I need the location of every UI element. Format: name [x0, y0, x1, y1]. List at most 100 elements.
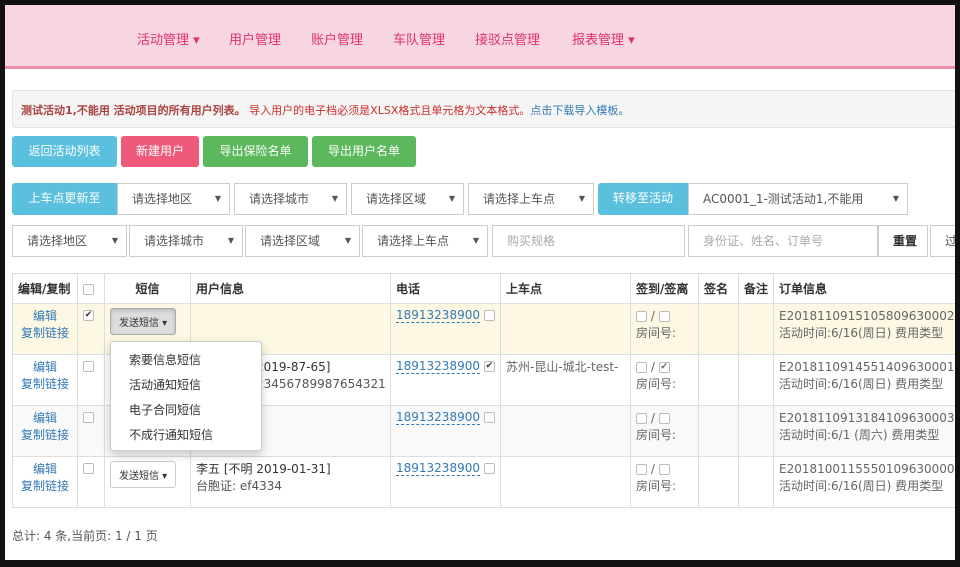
checkbox[interactable]: ✔: [658, 362, 670, 373]
phone-link[interactable]: 18913238900: [396, 359, 480, 374]
activity-value: AC0001_1-测试活动1,不能用: [703, 192, 864, 206]
table-row: 编辑 复制链接 发送短信 ▾ 李五 [不明 2019-01-31] 台胞证: ef4…: [12, 456, 955, 508]
caret-icon: ▼: [892, 194, 899, 203]
caret-icon: ▼: [227, 236, 234, 245]
back-button[interactable]: 返回活动列表: [12, 136, 117, 167]
signature-cell: [698, 354, 739, 406]
filter-stop-select[interactable]: 请选择上车点 ▼: [362, 225, 488, 257]
checkbox[interactable]: [636, 311, 647, 322]
checkbox[interactable]: [483, 463, 495, 474]
table-header: 编辑/复制 短信 用户信息 电话 上车点 签到/签离 签名 备注 订单信息: [12, 273, 955, 304]
menu-item-info-request[interactable]: 索要信息短信: [129, 353, 202, 367]
top-nav: 活动管理 ▾ 用户管理 账户管理 车队管理 接驳点管理 报表管理 ▾: [5, 5, 955, 69]
nav-fleet[interactable]: 车队管理: [393, 33, 446, 48]
menu-item-activity-notice[interactable]: 活动通知短信: [129, 378, 202, 392]
nav-accounts[interactable]: 账户管理: [311, 33, 364, 48]
edit-link[interactable]: 编辑: [32, 411, 57, 425]
header-phone: 电话: [390, 273, 501, 304]
checkbox[interactable]: [636, 413, 647, 424]
user-id: 23456789987654321: [256, 377, 386, 391]
region-select[interactable]: 请选择地区 ▼: [117, 183, 230, 215]
reset-button[interactable]: 重置: [878, 225, 928, 257]
sms-cell: 发送短信 ▾: [104, 456, 191, 508]
checkbox[interactable]: [658, 311, 670, 322]
send-sms-label: 发送短信: [119, 471, 159, 482]
signature-cell: [698, 405, 739, 457]
filter-city-select[interactable]: 请选择城市 ▼: [129, 225, 243, 257]
filter-button[interactable]: 过: [930, 225, 955, 257]
send-sms-label: 发送短信: [119, 318, 159, 329]
send-sms-button[interactable]: 发送短信 ▾: [110, 461, 177, 488]
table-row: 编辑 复制链接 ✔ 发送短信 ▾ 18913238900 / 房间号: E2018…: [12, 303, 955, 355]
menu-item-cancel-notice[interactable]: 不成行通知短信: [129, 428, 214, 442]
edit-link[interactable]: 编辑: [32, 309, 57, 323]
order-number: E20181109131841096300031: [779, 411, 955, 425]
area-select[interactable]: 请选择区域 ▼: [351, 183, 464, 215]
room-label: 房间号:: [636, 326, 677, 340]
header-checkin: 签到/签离: [630, 273, 699, 304]
checkbox[interactable]: [83, 361, 94, 372]
nav-users[interactable]: 用户管理: [229, 33, 282, 48]
checkbox[interactable]: [83, 463, 94, 474]
spec-input[interactable]: 购买规格: [492, 225, 685, 257]
stop-cell: [500, 405, 631, 457]
phone-link[interactable]: 18913238900: [396, 461, 480, 476]
checkbox[interactable]: [483, 310, 495, 321]
region-value: 请选择地区: [132, 192, 193, 206]
filter-stop-value: 请选择上车点: [377, 234, 450, 248]
phone-link[interactable]: 18913238900: [396, 410, 480, 425]
checkbox[interactable]: [658, 464, 670, 475]
city-select[interactable]: 请选择城市 ▼: [234, 183, 347, 215]
menu-item-contract[interactable]: 电子合同短信: [129, 403, 202, 417]
header-user-info: 用户信息: [190, 273, 391, 304]
search-input[interactable]: 身份证、姓名、订单号: [688, 225, 878, 257]
order-number: E20181109151058096300025: [779, 309, 955, 323]
checkbox[interactable]: [636, 362, 647, 373]
send-sms-button[interactable]: 发送短信 ▾: [110, 308, 177, 335]
order-time: 活动时间:6/16(周日) 费用类型: [779, 479, 944, 493]
export-insurance-button[interactable]: 导出保险名单: [203, 136, 308, 167]
select-all-checkbox[interactable]: [83, 283, 94, 295]
edit-link[interactable]: 编辑: [32, 462, 57, 476]
checkbox[interactable]: ✔: [483, 361, 495, 372]
export-users-button[interactable]: 导出用户名单: [312, 136, 416, 167]
checkbox[interactable]: [483, 412, 495, 423]
checkbox[interactable]: [636, 464, 647, 475]
order-time: 活动时间:6/1 (周六) 费用类型: [779, 428, 940, 442]
nav-reports[interactable]: 报表管理 ▾: [572, 33, 635, 48]
download-template-link[interactable]: 点击下载导入模板。: [530, 104, 630, 117]
header-order: 订单信息: [773, 273, 955, 304]
header-select-all[interactable]: [77, 273, 105, 304]
copy-link[interactable]: 复制链接: [20, 377, 69, 391]
caret-icon: ▼: [578, 194, 585, 203]
remark-cell: [738, 456, 774, 508]
copy-link[interactable]: 复制链接: [20, 326, 69, 340]
nav-stops[interactable]: 接驳点管理: [475, 33, 541, 48]
stop-select[interactable]: 请选择上车点 ▼: [468, 183, 594, 215]
caret-icon: ▼: [448, 194, 455, 203]
filter-region-value: 请选择地区: [27, 234, 88, 248]
phone-link[interactable]: 18913238900: [396, 308, 480, 323]
alert-title: 测试活动1,不能用 活动项目的所有用户列表。: [21, 104, 246, 117]
edit-cell: 编辑 复制链接: [12, 303, 78, 355]
activity-select[interactable]: AC0001_1-测试活动1,不能用 ▼: [688, 183, 908, 215]
checkbox[interactable]: [83, 412, 94, 423]
edit-link[interactable]: 编辑: [32, 360, 57, 374]
checkin-cell: / ✔ 房间号:: [630, 354, 699, 406]
select-cell: ✔: [77, 303, 105, 355]
order-time: 活动时间:6/16(周日) 费用类型: [779, 326, 944, 340]
filter-region-select[interactable]: 请选择地区 ▼: [12, 225, 127, 257]
room-label: 房间号:: [636, 428, 677, 442]
copy-link[interactable]: 复制链接: [20, 479, 69, 493]
nav-activity[interactable]: 活动管理 ▾: [137, 33, 200, 48]
copy-link[interactable]: 复制链接: [20, 428, 69, 442]
filter-area-select[interactable]: 请选择区域 ▼: [245, 225, 360, 257]
checkbox[interactable]: [658, 413, 670, 424]
remark-cell: [738, 405, 774, 457]
sms-dropdown-menu: 索要信息短信 活动通知短信 电子合同短信 不成行通知短信: [110, 341, 262, 451]
caret-icon: ▼: [472, 236, 479, 245]
edit-cell: 编辑 复制链接: [12, 456, 78, 508]
new-user-button[interactable]: 新建用户: [121, 136, 199, 167]
checkbox[interactable]: ✔: [83, 310, 94, 321]
checkin-cell: / 房间号:: [630, 456, 699, 508]
